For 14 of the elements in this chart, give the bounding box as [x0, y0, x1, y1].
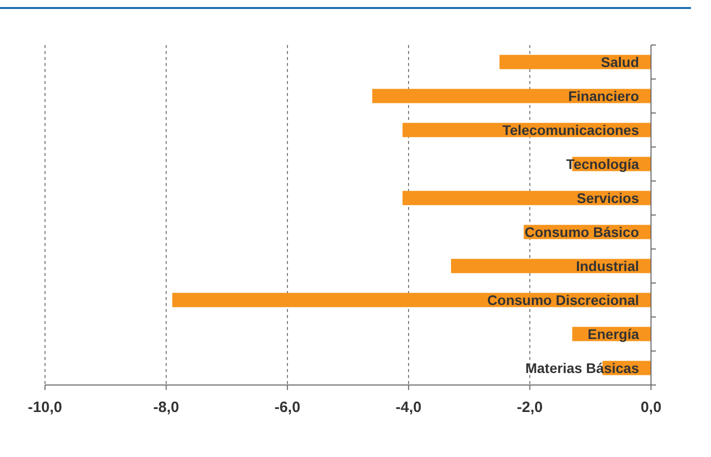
y-tick-label: Telecomunicaciones	[502, 122, 640, 138]
x-tick-label: 0,0	[640, 399, 662, 416]
y-tick-label: Financiero	[568, 88, 639, 104]
y-tick-label: Energía	[588, 326, 640, 342]
y-tick-label: Servicios	[576, 190, 640, 206]
x-tick-label: -2,0	[516, 399, 543, 416]
y-tick-label: Consumo Discrecional	[487, 292, 639, 308]
y-tick-label: Industrial	[576, 258, 639, 274]
x-tick-label: -10,0	[28, 399, 62, 416]
x-tick-label: -6,0	[274, 399, 300, 416]
y-tick-label: Salud	[600, 54, 639, 70]
x-tick-label: -4,0	[396, 399, 422, 416]
x-tick-label: -8,0	[153, 399, 180, 416]
y-tick-label: Consumo Básico	[524, 224, 639, 240]
